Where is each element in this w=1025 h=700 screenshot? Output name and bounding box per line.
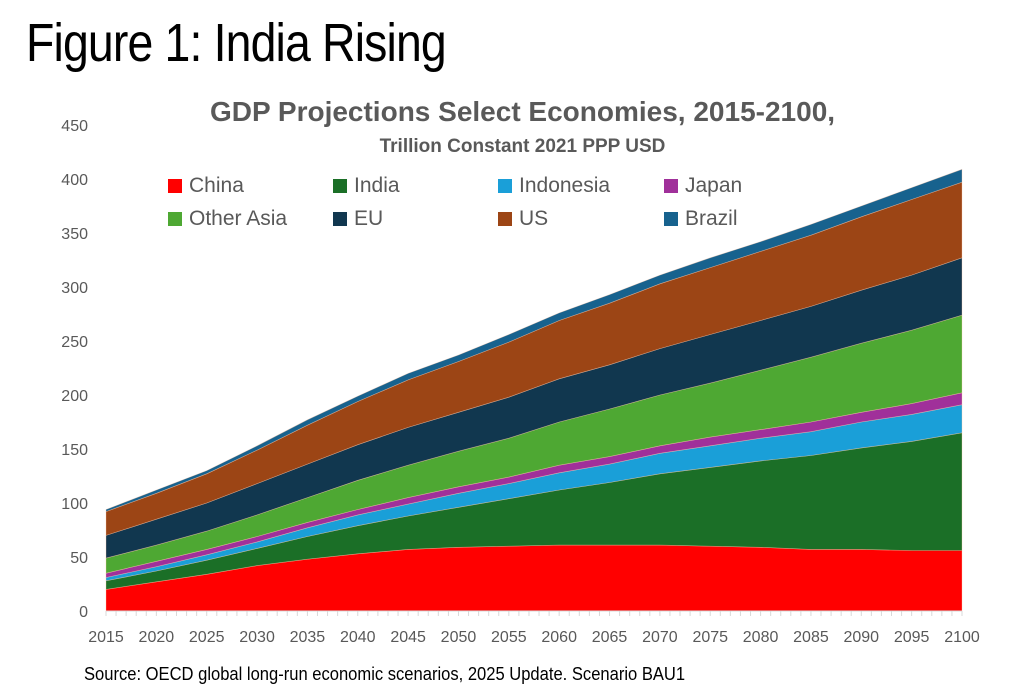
x-tick-label: 2100 (944, 629, 980, 646)
legend-label: US (519, 207, 549, 230)
legend-swatch-us (498, 212, 512, 226)
x-tick-label: 2040 (340, 629, 376, 646)
legend-label: EU (354, 207, 384, 230)
x-tick-label: 2070 (642, 629, 678, 646)
x-tick-label: 2035 (290, 629, 326, 646)
area-brazil (105, 168, 963, 513)
y-tick-label: 0 (79, 604, 88, 621)
x-tick-label: 2080 (743, 629, 779, 646)
x-tick-label: 2030 (239, 629, 275, 646)
chart-title: GDP Projections Select Economies, 2015-2… (209, 96, 836, 127)
x-tick-label: 2055 (491, 629, 527, 646)
y-tick-label: 250 (61, 334, 88, 351)
y-tick-label: 450 (61, 118, 88, 135)
legend-label: Brazil (685, 207, 738, 230)
y-tick-label: 100 (61, 496, 88, 513)
legend-label: Other Asia (189, 207, 288, 230)
x-tick-label: 2020 (139, 629, 175, 646)
legend-item-us: US (498, 207, 548, 231)
x-tick-label: 2085 (793, 629, 829, 646)
legend-swatch-eu (333, 212, 347, 226)
y-tick-label: 200 (61, 388, 88, 405)
x-tick-label: 2065 (592, 629, 628, 646)
legend-item-japan: Japan (664, 174, 742, 198)
legend-item-china: China (168, 174, 244, 198)
x-tick-label: 2075 (692, 629, 728, 646)
x-tick-label: 2025 (189, 629, 225, 646)
legend-item-brazil: Brazil (664, 207, 738, 231)
y-tick-label: 300 (61, 280, 88, 297)
legend-label: Japan (685, 174, 743, 197)
x-tick-label: 2095 (894, 629, 930, 646)
legend-item-other-asia: Other Asia (168, 207, 287, 231)
y-tick-label: 400 (61, 172, 88, 189)
y-tick-label: 150 (61, 442, 88, 459)
legend-swatch-indonesia (498, 179, 512, 193)
legend-swatch-india (333, 179, 347, 193)
figure-title: Figure 1: India Rising (26, 13, 447, 73)
x-axis: 2015 2020 2025 2030 2035 2040 2045 2050 2055 2060… (88, 610, 980, 646)
area-layers (105, 168, 963, 612)
legend-item-eu: EU (333, 207, 383, 231)
x-tick-label: 2045 (390, 629, 426, 646)
x-tick-label: 2060 (541, 629, 577, 646)
legend-label: China (189, 174, 244, 197)
legend-label: India (354, 174, 400, 197)
y-axis: 0 50 100 150 200 250 300 350 400 450 (61, 118, 88, 621)
x-tick-label: 2050 (441, 629, 477, 646)
legend-swatch-china (168, 179, 182, 193)
legend-swatch-other-asia (168, 212, 182, 226)
source-note: Source: OECD global long-run economic sc… (84, 664, 686, 684)
x-tick-label: 2015 (88, 629, 124, 646)
x-tick-label: 2090 (843, 629, 879, 646)
legend-swatch-japan (664, 179, 678, 193)
legend-swatch-brazil (664, 212, 678, 226)
y-tick-label: 350 (61, 226, 88, 243)
chart-subtitle: Trillion Constant 2021 PPP USD (379, 136, 666, 157)
y-tick-label: 50 (70, 550, 88, 567)
legend-label: Indonesia (519, 174, 611, 197)
legend-item-indonesia: Indonesia (498, 174, 610, 198)
legend-item-india: India (333, 174, 400, 198)
